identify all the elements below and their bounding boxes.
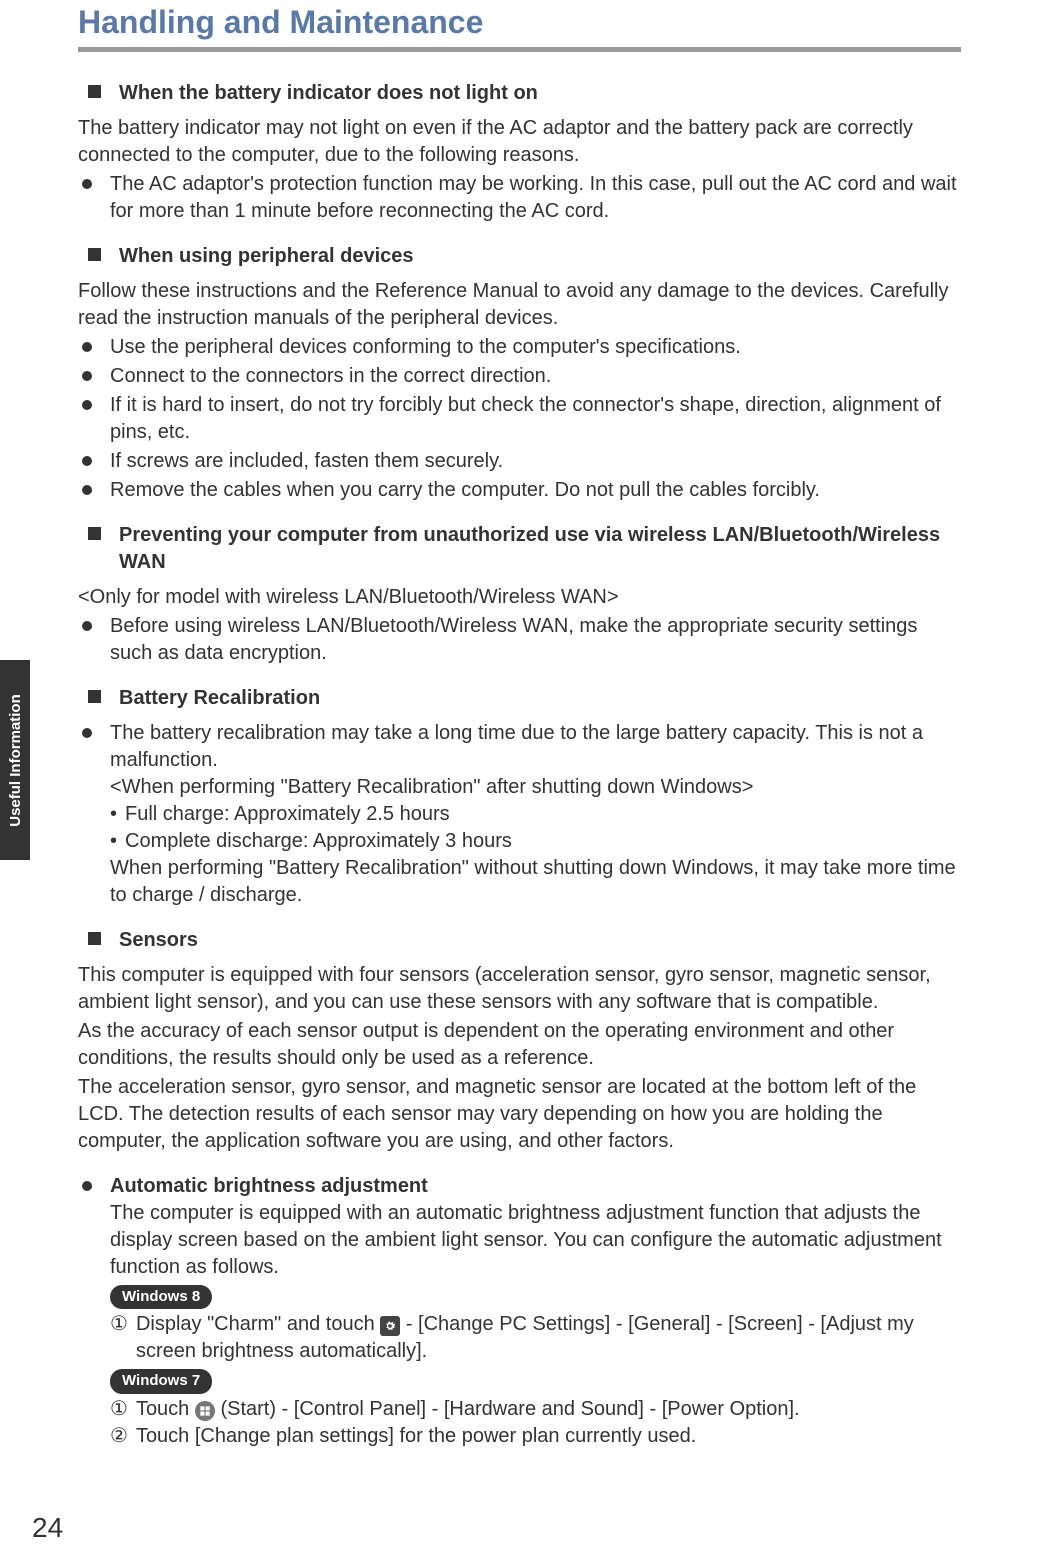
- step-text: Touch (Start) - [Control Panel] - [Hardw…: [136, 1396, 961, 1423]
- square-bullet-icon: [88, 690, 101, 703]
- round-bullet-icon: [82, 371, 92, 381]
- os-pill-win7: Windows 7: [110, 1369, 212, 1393]
- step-text: Touch [Change plan settings] for the pow…: [136, 1423, 961, 1450]
- bullet-text: If it is hard to insert, do not try forc…: [110, 392, 961, 446]
- bullet-text: Before using wireless LAN/Bluetooth/Wire…: [110, 613, 961, 667]
- step-number-icon: ①: [110, 1396, 128, 1423]
- step-number-icon: ②: [110, 1423, 128, 1450]
- bullet-text-block: Automatic brightness adjustment The comp…: [110, 1173, 961, 1450]
- round-bullet-icon: [82, 621, 92, 631]
- bullet-text-block: The battery recalibration may take a lon…: [110, 720, 961, 909]
- bullet-text: Use the peripheral devices conforming to…: [110, 334, 961, 361]
- bullet-text: If screws are included, fasten them secu…: [110, 448, 961, 475]
- round-bullet-icon: [82, 342, 92, 352]
- section-heading-sensors: Sensors: [78, 927, 961, 954]
- list-item: If screws are included, fasten them secu…: [78, 448, 961, 475]
- os-pill-wrapper: Windows 8: [110, 1281, 961, 1311]
- sub-bullet: Complete discharge: Approximately 3 hour…: [110, 828, 961, 855]
- section-heading-text: Sensors: [119, 927, 198, 954]
- list-item: Remove the cables when you carry the com…: [78, 477, 961, 504]
- section-heading-text: When using peripheral devices: [119, 243, 414, 270]
- section-intro: Follow these instructions and the Refere…: [78, 278, 961, 332]
- bullet-list: Use the peripheral devices conforming to…: [78, 334, 961, 504]
- settings-icon: [380, 1316, 400, 1336]
- square-bullet-icon: [88, 248, 101, 261]
- round-bullet-icon: [82, 179, 92, 189]
- bullet-list: The AC adaptor's protection function may…: [78, 171, 961, 225]
- os-pill-wrapper: Windows 7: [110, 1365, 961, 1395]
- sub-bullet-text: Full charge: Approximately 2.5 hours: [125, 801, 450, 828]
- list-item: Before using wireless LAN/Bluetooth/Wire…: [78, 613, 961, 667]
- bullet-line: The battery recalibration may take a lon…: [110, 720, 961, 774]
- sensors-para: The acceleration sensor, gyro sensor, an…: [78, 1074, 961, 1155]
- page-content: Handling and Maintenance When the batter…: [0, 0, 1039, 1482]
- section-heading-peripheral: When using peripheral devices: [78, 243, 961, 270]
- round-bullet-icon: [82, 1181, 92, 1191]
- step-win8-1: ① Display "Charm" and touch - [Change PC…: [110, 1311, 961, 1365]
- round-bullet-icon: [82, 400, 92, 410]
- step-number-icon: ①: [110, 1311, 128, 1338]
- auto-brightness-intro: The computer is equipped with an automat…: [110, 1200, 961, 1281]
- bullet-line: <When performing "Battery Recalibration"…: [110, 774, 961, 801]
- section-heading-wireless: Preventing your computer from unauthoriz…: [78, 522, 961, 576]
- bullet-text: The AC adaptor's protection function may…: [110, 171, 961, 225]
- round-bullet-icon: [82, 485, 92, 495]
- square-bullet-icon: [88, 85, 101, 98]
- list-item: Connect to the connectors in the correct…: [78, 363, 961, 390]
- step-text-a: Touch: [136, 1398, 195, 1420]
- page-number: 24: [0, 1482, 1039, 1544]
- step-win7-2: ② Touch [Change plan settings] for the p…: [110, 1423, 961, 1450]
- list-item: The AC adaptor's protection function may…: [78, 171, 961, 225]
- sub-bullet-text: Complete discharge: Approximately 3 hour…: [125, 828, 512, 855]
- windows-start-icon: [195, 1401, 215, 1421]
- list-item: Use the peripheral devices conforming to…: [78, 334, 961, 361]
- step-win7-1: ① Touch (Start) - [Control Panel] - [Har…: [110, 1396, 961, 1423]
- bullet-list: Before using wireless LAN/Bluetooth/Wire…: [78, 613, 961, 667]
- auto-brightness-heading: Automatic brightness adjustment: [110, 1173, 961, 1200]
- list-item: If it is hard to insert, do not try forc…: [78, 392, 961, 446]
- bullet-list: The battery recalibration may take a lon…: [78, 720, 961, 909]
- list-item: The battery recalibration may take a lon…: [78, 720, 961, 909]
- square-bullet-icon: [88, 932, 101, 945]
- step-text-a: Display "Charm" and touch: [136, 1313, 380, 1335]
- section-heading-text: When the battery indicator does not ligh…: [119, 80, 538, 107]
- sensors-para: This computer is equipped with four sens…: [78, 962, 961, 1016]
- square-bullet-icon: [88, 527, 101, 540]
- bullet-text: Remove the cables when you carry the com…: [110, 477, 961, 504]
- round-bullet-icon: [82, 728, 92, 738]
- section-heading-battery-indicator: When the battery indicator does not ligh…: [78, 80, 961, 107]
- section-intro: The battery indicator may not light on e…: [78, 115, 961, 169]
- bullet-line: When performing "Battery Recalibration" …: [110, 855, 961, 909]
- section-intro: <Only for model with wireless LAN/Blueto…: [78, 584, 961, 611]
- section-heading-text: Battery Recalibration: [119, 685, 320, 712]
- round-bullet-icon: [82, 456, 92, 466]
- title-rule: [78, 47, 961, 52]
- sub-bullet: Full charge: Approximately 2.5 hours: [110, 801, 961, 828]
- section-heading-battery-recal: Battery Recalibration: [78, 685, 961, 712]
- os-pill-win8: Windows 8: [110, 1285, 212, 1309]
- list-item: Automatic brightness adjustment The comp…: [78, 1173, 961, 1450]
- sensors-para: As the accuracy of each sensor output is…: [78, 1018, 961, 1072]
- section-heading-text: Preventing your computer from unauthoriz…: [119, 522, 961, 576]
- page-title: Handling and Maintenance: [78, 0, 961, 47]
- bullet-text: Connect to the connectors in the correct…: [110, 363, 961, 390]
- bullet-list: Automatic brightness adjustment The comp…: [78, 1173, 961, 1450]
- step-text-b: (Start) - [Control Panel] - [Hardware an…: [220, 1398, 799, 1420]
- step-text: Display "Charm" and touch - [Change PC S…: [136, 1311, 961, 1365]
